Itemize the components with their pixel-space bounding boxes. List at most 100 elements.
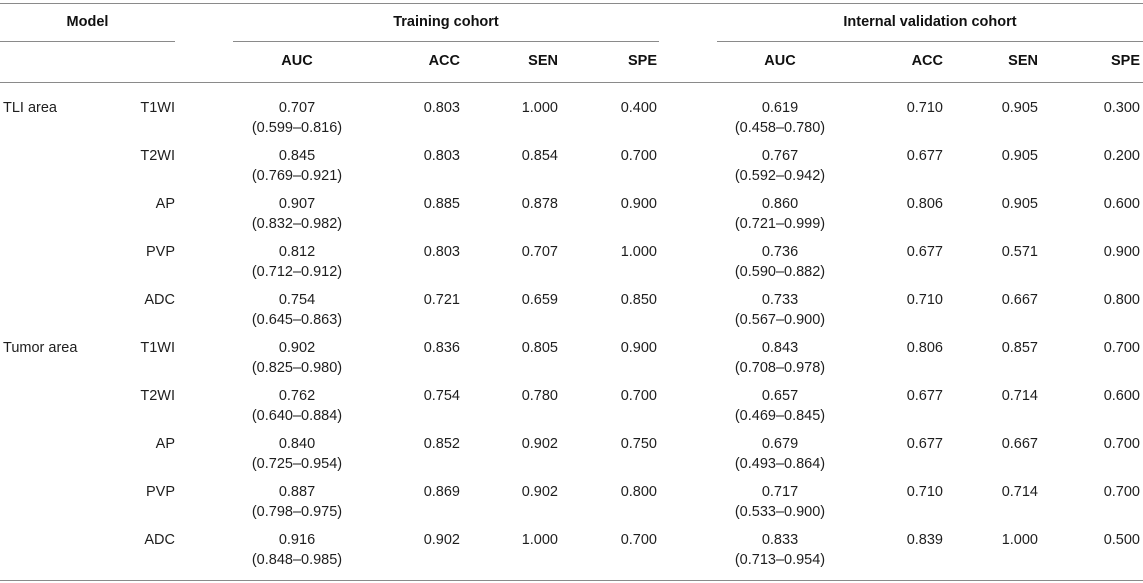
val-acc-cell: 0.677 xyxy=(906,148,943,164)
val-auc-ci-cell: (0.567–0.900) xyxy=(734,312,826,328)
train-acc-cell: 0.721 xyxy=(423,292,460,308)
metric-header-train-spe: SPE xyxy=(627,53,657,69)
train-auc-ci-cell: (0.645–0.863) xyxy=(251,312,343,328)
group-label-tli-area: TLI area xyxy=(3,100,57,116)
train-spe-cell: 0.900 xyxy=(620,196,657,212)
sequence-label: ADC xyxy=(144,532,175,548)
val-auc-ci-cell: (0.592–0.942) xyxy=(734,168,826,184)
val-spe-cell: 0.300 xyxy=(1103,100,1140,116)
training-cohort-header: Training cohort xyxy=(393,14,499,30)
val-auc-cell: 0.843 xyxy=(761,340,799,356)
val-acc-cell: 0.677 xyxy=(906,244,943,260)
train-auc-cell: 0.907 xyxy=(278,196,316,212)
val-acc-cell: 0.806 xyxy=(906,196,943,212)
val-spe-cell: 0.700 xyxy=(1103,436,1140,452)
train-spe-cell: 0.700 xyxy=(620,532,657,548)
validation-header-rule xyxy=(717,41,1143,42)
sequence-label: T1WI xyxy=(140,100,175,116)
val-auc-cell: 0.657 xyxy=(761,388,799,404)
val-auc-ci-cell: (0.713–0.954) xyxy=(734,552,826,568)
val-spe-cell: 0.200 xyxy=(1103,148,1140,164)
val-spe-cell: 0.500 xyxy=(1103,532,1140,548)
sequence-label: T1WI xyxy=(140,340,175,356)
train-sen-cell: 0.878 xyxy=(521,196,558,212)
val-spe-cell: 0.700 xyxy=(1103,340,1140,356)
val-sen-cell: 0.714 xyxy=(1001,484,1038,500)
val-acc-cell: 0.710 xyxy=(906,484,943,500)
train-sen-cell: 0.707 xyxy=(521,244,558,260)
val-auc-ci-cell: (0.590–0.882) xyxy=(734,264,826,280)
group-label-tumor-area: Tumor area xyxy=(3,340,78,356)
train-acc-cell: 0.803 xyxy=(423,100,460,116)
sequence-label: ADC xyxy=(144,292,175,308)
val-auc-cell: 0.860 xyxy=(761,196,799,212)
train-sen-cell: 0.659 xyxy=(521,292,558,308)
val-acc-cell: 0.710 xyxy=(906,292,943,308)
metric-header-val-auc: AUC xyxy=(764,53,796,69)
val-auc-cell: 0.833 xyxy=(761,532,799,548)
metric-header-train-auc: AUC xyxy=(281,53,313,69)
sequence-label: AP xyxy=(155,196,175,212)
val-spe-cell: 0.600 xyxy=(1103,196,1140,212)
val-auc-ci-cell: (0.708–0.978) xyxy=(734,360,826,376)
val-spe-cell: 0.700 xyxy=(1103,484,1140,500)
metric-header-val-acc: ACC xyxy=(911,53,943,69)
val-sen-cell: 0.857 xyxy=(1001,340,1038,356)
train-auc-cell: 0.762 xyxy=(278,388,316,404)
sequence-label: PVP xyxy=(145,244,175,260)
train-auc-cell: 0.845 xyxy=(278,148,316,164)
val-sen-cell: 1.000 xyxy=(1001,532,1038,548)
train-acc-cell: 0.754 xyxy=(423,388,460,404)
train-spe-cell: 0.750 xyxy=(620,436,657,452)
val-acc-cell: 0.677 xyxy=(906,436,943,452)
train-spe-cell: 1.000 xyxy=(620,244,657,260)
train-spe-cell: 0.850 xyxy=(620,292,657,308)
train-acc-cell: 0.885 xyxy=(423,196,460,212)
train-acc-cell: 0.836 xyxy=(423,340,460,356)
sequence-label: T2WI xyxy=(140,148,175,164)
sequence-label: AP xyxy=(155,436,175,452)
train-auc-ci-cell: (0.798–0.975) xyxy=(251,504,343,520)
train-sen-cell: 0.902 xyxy=(521,436,558,452)
metric-header-train-sen: SEN xyxy=(528,53,558,69)
val-sen-cell: 0.667 xyxy=(1001,292,1038,308)
metric-header-val-sen: SEN xyxy=(1008,53,1038,69)
train-acc-cell: 0.852 xyxy=(423,436,460,452)
train-auc-ci-cell: (0.725–0.954) xyxy=(251,456,343,472)
validation-cohort-header: Internal validation cohort xyxy=(843,14,1017,30)
train-spe-cell: 0.900 xyxy=(620,340,657,356)
metric-header-val-spe: SPE xyxy=(1110,53,1140,69)
val-acc-cell: 0.677 xyxy=(906,388,943,404)
train-sen-cell: 0.902 xyxy=(521,484,558,500)
train-auc-ci-cell: (0.640–0.884) xyxy=(251,408,343,424)
train-sen-cell: 1.000 xyxy=(521,532,558,548)
train-sen-cell: 0.854 xyxy=(521,148,558,164)
train-auc-cell: 0.840 xyxy=(278,436,316,452)
train-spe-cell: 0.700 xyxy=(620,388,657,404)
val-sen-cell: 0.905 xyxy=(1001,148,1038,164)
header-bottom-rule xyxy=(0,82,1143,83)
train-sen-cell: 0.780 xyxy=(521,388,558,404)
train-acc-cell: 0.869 xyxy=(423,484,460,500)
val-auc-cell: 0.619 xyxy=(761,100,799,116)
val-acc-cell: 0.806 xyxy=(906,340,943,356)
bottom-rule xyxy=(0,580,1143,581)
val-spe-cell: 0.900 xyxy=(1103,244,1140,260)
train-spe-cell: 0.700 xyxy=(620,148,657,164)
sequence-label: PVP xyxy=(145,484,175,500)
train-auc-ci-cell: (0.599–0.816) xyxy=(251,120,343,136)
top-rule xyxy=(0,3,1143,4)
val-auc-ci-cell: (0.533–0.900) xyxy=(734,504,826,520)
train-auc-cell: 0.887 xyxy=(278,484,316,500)
train-auc-ci-cell: (0.832–0.982) xyxy=(251,216,343,232)
train-auc-ci-cell: (0.769–0.921) xyxy=(251,168,343,184)
train-sen-cell: 0.805 xyxy=(521,340,558,356)
train-acc-cell: 0.902 xyxy=(423,532,460,548)
val-spe-cell: 0.800 xyxy=(1103,292,1140,308)
val-auc-ci-cell: (0.458–0.780) xyxy=(734,120,826,136)
train-auc-ci-cell: (0.712–0.912) xyxy=(251,264,343,280)
val-sen-cell: 0.714 xyxy=(1001,388,1038,404)
val-auc-ci-cell: (0.469–0.845) xyxy=(734,408,826,424)
val-spe-cell: 0.600 xyxy=(1103,388,1140,404)
